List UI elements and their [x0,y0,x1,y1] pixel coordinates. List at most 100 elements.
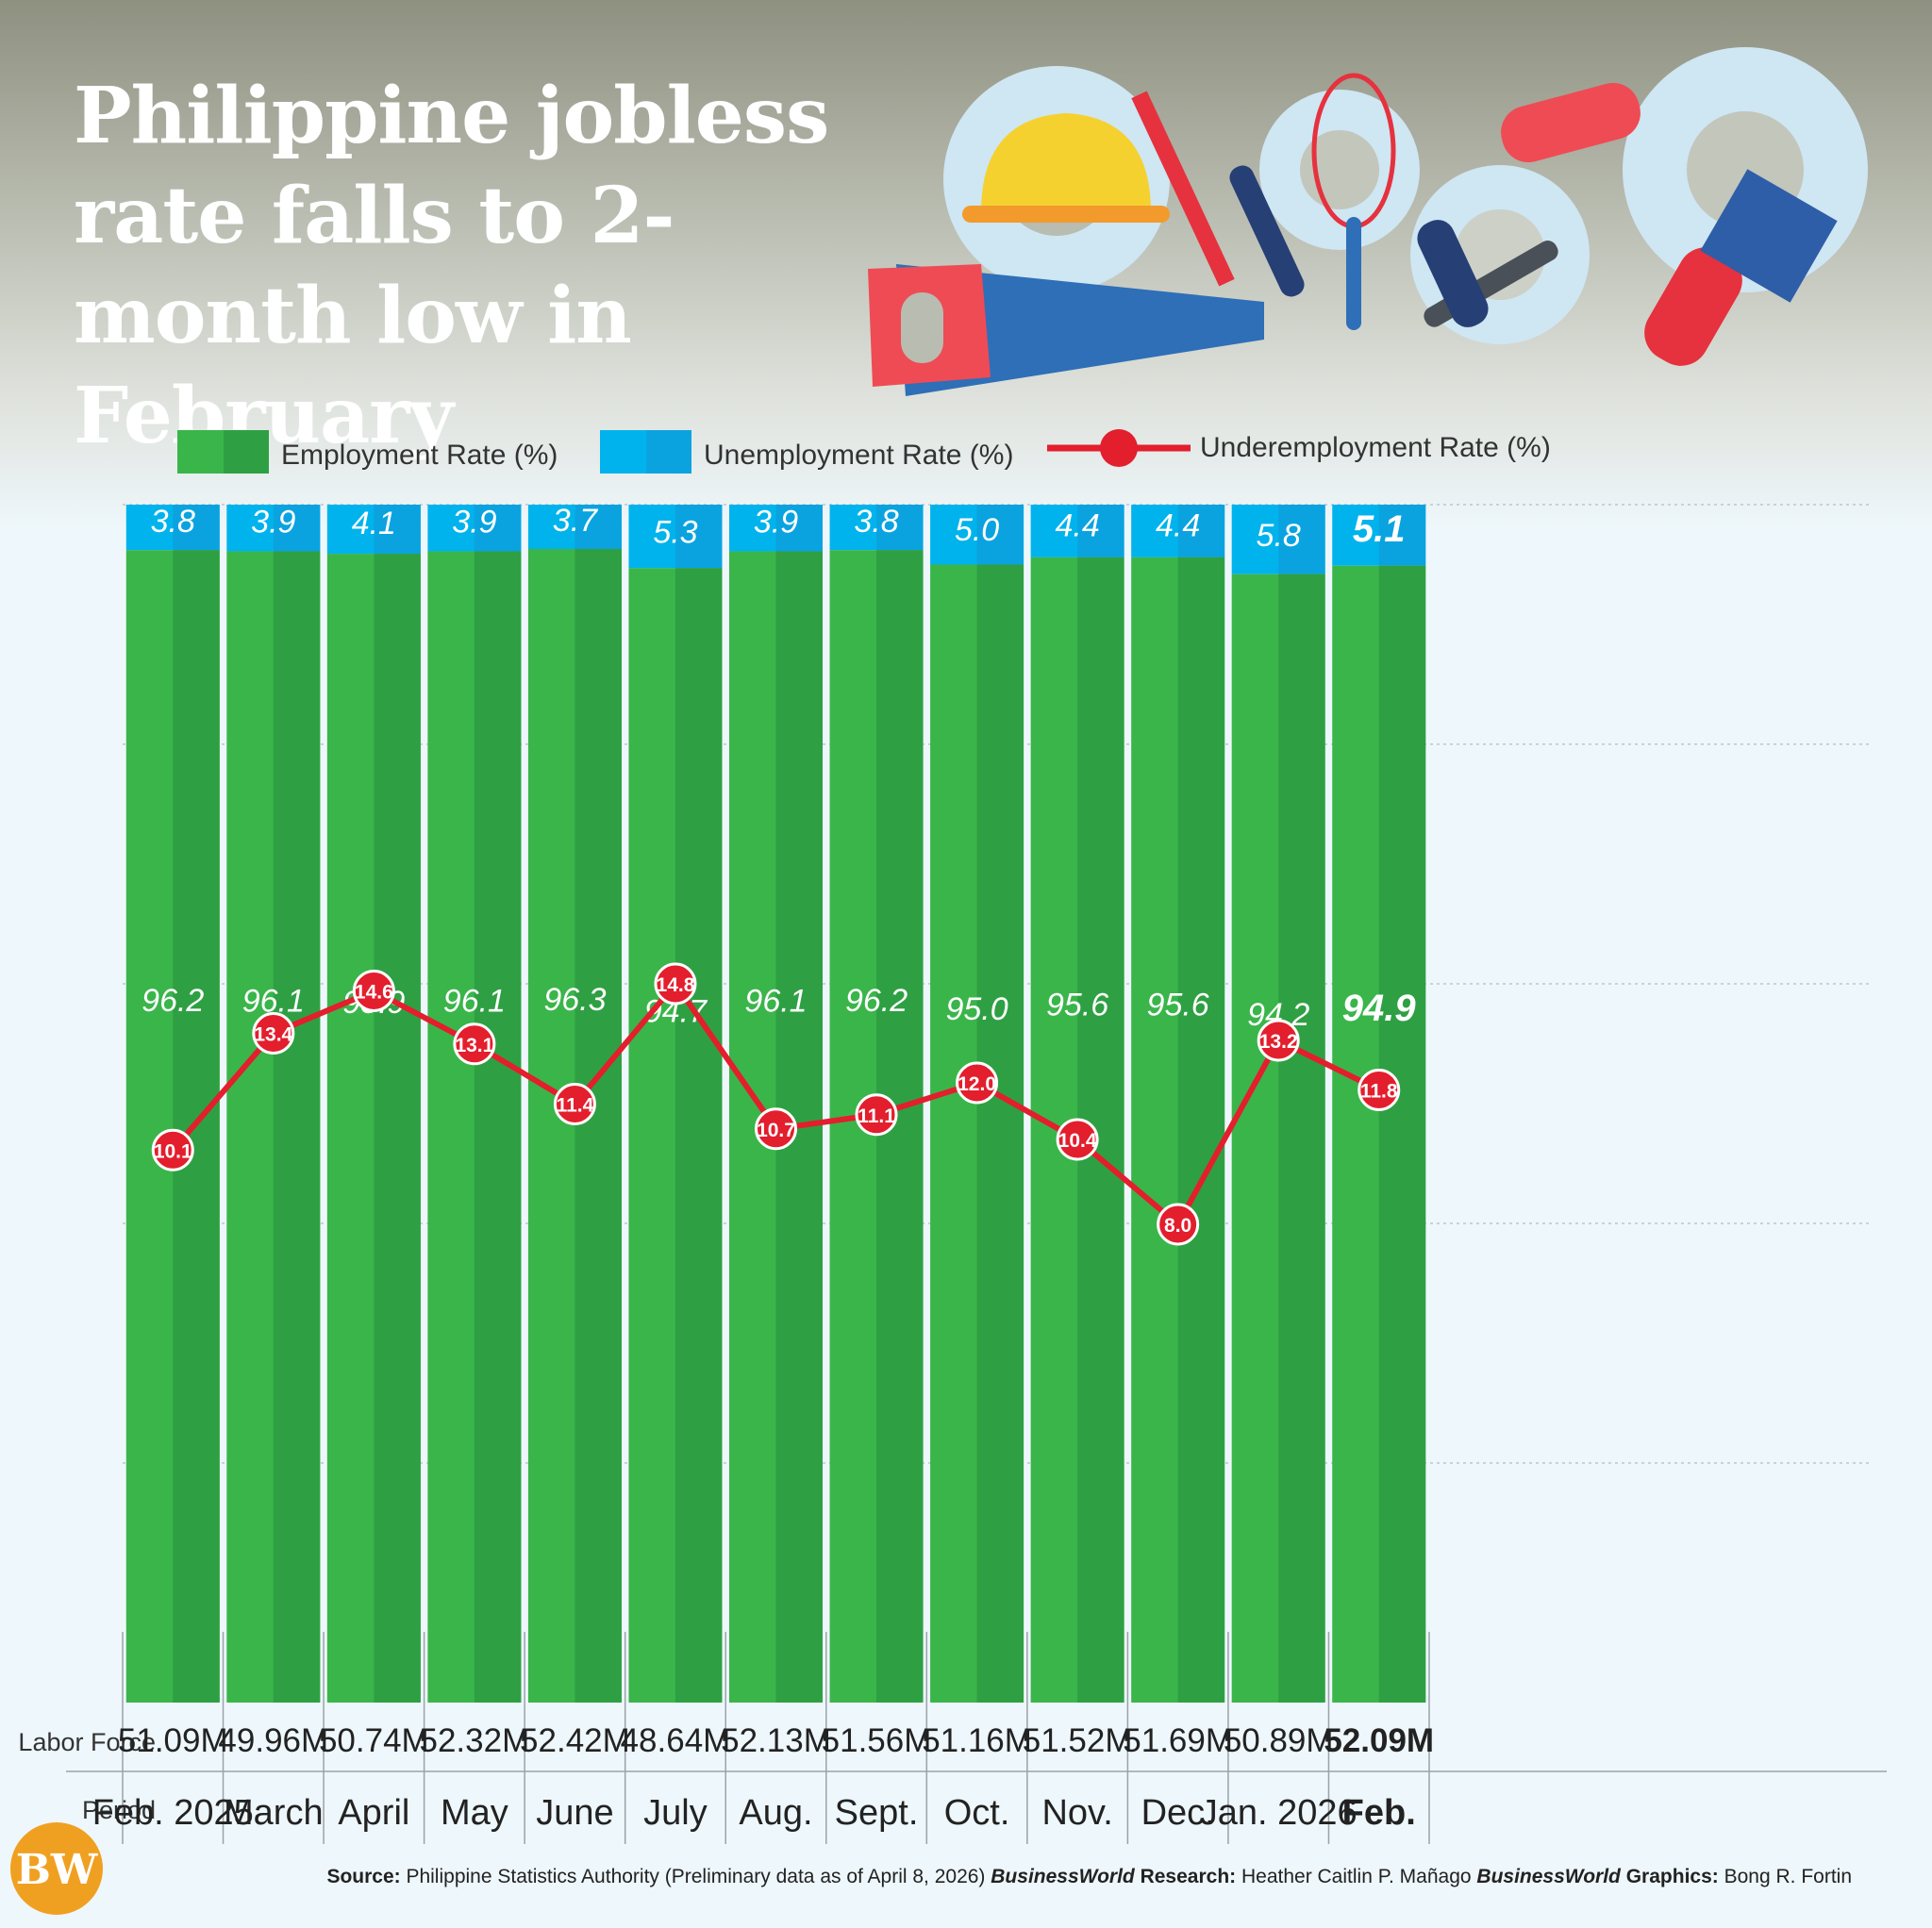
saw-icon [868,264,1264,396]
labor-force-value: 50.89M [1224,1722,1334,1759]
bar-unemployment [1077,505,1124,557]
employment-label: 95.6 [1046,988,1108,1023]
research-brand: BusinessWorld [991,1866,1136,1887]
bar-employment [575,548,622,1703]
underemployment-label: 13.2 [1259,1031,1298,1053]
underemployment-point [1157,1203,1200,1246]
labor-force-value: 50.74M [319,1722,429,1759]
underemployment-point [755,1107,797,1151]
legend-label-underemployment: Underemployment Rate (%) [1200,432,1551,463]
underemployment-label: 10.1 [154,1140,192,1162]
graphics-brand: BusinessWorld [1476,1866,1622,1887]
period-label: May [441,1793,508,1833]
period-row-label: Period [82,1796,156,1824]
underemployment-point [1357,1069,1401,1111]
underemployment-point [1056,1118,1099,1161]
businessworld-logo [10,1822,103,1915]
bar-employment [675,568,723,1703]
bar-employment [976,564,1024,1703]
underemployment-label: 11.1 [858,1105,895,1127]
period-label: April [338,1793,409,1833]
employment-label: 94.9 [1342,988,1417,1029]
labor-force-value: 52.09M [1324,1722,1434,1759]
underemployment-line: 10.1 13.4 14.6 13.1 11.4 14.8 10.7 11.1 12.0 10.4… [151,962,1401,1246]
unemployment-label: 4.4 [1055,508,1099,544]
labor-force-value: 52.13M [721,1722,831,1759]
labor-force-value: 51.69M [1123,1722,1233,1759]
tools-illustration [868,47,1868,396]
bar-unemployment [1278,505,1325,574]
employment-label: 96.2 [142,983,204,1019]
employment-label: 95.6 [1147,988,1209,1023]
unemployment-label: 3.9 [251,505,295,540]
bar-unemployment [876,505,924,551]
employment-label: 95.0 [945,991,1008,1027]
underemployment-label: 12.0 [958,1073,996,1095]
bar-employment [273,551,321,1703]
underemployment-label: 13.1 [455,1035,493,1056]
bar-unemployment [1177,505,1225,557]
period-label: Feb. 2025 [92,1793,254,1833]
legend-swatch-employment [224,430,269,474]
bar-unemployment [374,505,421,555]
underemployment-point [453,1022,496,1066]
unemployment-label: 5.3 [653,514,697,550]
bar-unemployment [1378,505,1426,566]
unemployment-label: 5.8 [1257,518,1301,554]
labor-force-value: 48.64M [621,1722,731,1759]
period-label: Feb. [1342,1793,1416,1833]
unemployment-label: 5.1 [1353,508,1406,550]
period-label: June [536,1793,613,1833]
data-table: Labor Force Period 51.09M Feb. 2025 49.96M Ma… [18,1632,1887,1844]
logo-text: BW [16,1846,98,1894]
underemployment-label: 8.0 [1164,1215,1191,1237]
unemployment-label: 3.9 [754,505,798,540]
underemployment-label: 10.7 [757,1120,795,1141]
graphics-text: Bong R. Fortin [1719,1866,1852,1887]
employment-label: 96.2 [845,983,908,1019]
labor-force-value: 51.52M [1023,1722,1133,1759]
bar-employment [374,554,421,1703]
bar-unemployment [675,505,723,569]
bar-unemployment [474,505,522,552]
research-text: Heather Caitlin P. Mañago [1236,1866,1476,1887]
graphics-label: Graphics: [1621,1866,1719,1887]
research-label: Research: [1135,1866,1236,1887]
hard-hat-icon [962,113,1170,223]
bar-employment [1378,565,1426,1703]
period-label: Oct. [944,1793,1010,1833]
unemployment-label: 3.9 [452,505,496,540]
underemployment-point [252,1012,295,1055]
labor-force-value: 51.16M [922,1722,1032,1759]
underemployment-label: 14.8 [657,974,695,996]
bar-unemployment [173,505,220,551]
unemployment-label: 3.7 [553,503,598,539]
bar-labels: 3.896.23.996.14.195.93.996.13.796.35.394… [142,503,1416,1033]
legend-label-unemployment: Unemployment Rate (%) [704,440,1013,471]
paintbrush-icon [1644,169,1838,366]
underemployment-point [352,970,395,1012]
underemployment-point [1257,1019,1300,1062]
unemployment-label: 4.4 [1156,508,1200,544]
labor-force-value: 49.96M [218,1722,328,1759]
period-label: Jan. 2026 [1200,1793,1357,1833]
period-label: July [643,1793,708,1833]
labor-force-row-label: Labor Force [18,1728,156,1756]
unemployment-label: 3.8 [151,504,195,540]
legend: Employment Rate (%) Unemployment Rate (%)… [177,429,1551,474]
underemployment-point [151,1128,194,1172]
bar-employment [1278,573,1325,1704]
underemployment-label: 10.4 [1058,1130,1097,1152]
period-label: Aug. [739,1793,812,1833]
underemployment-point [654,962,697,1006]
period-label: Sept. [835,1793,919,1833]
source-text: Philippine Statistics Authority (Prelimi… [401,1866,991,1887]
legend-marker-underemployment [1100,429,1138,467]
legend-label-employment: Employment Rate (%) [281,440,558,471]
source-label: Source: [326,1866,400,1887]
period-label: Nov. [1041,1793,1112,1833]
legend-swatch-unemployment [646,430,691,474]
bar-unemployment [273,505,321,552]
footer-credits: Source: Philippine Statistics Authority … [326,1866,1852,1887]
unemployment-label: 3.8 [854,504,898,540]
